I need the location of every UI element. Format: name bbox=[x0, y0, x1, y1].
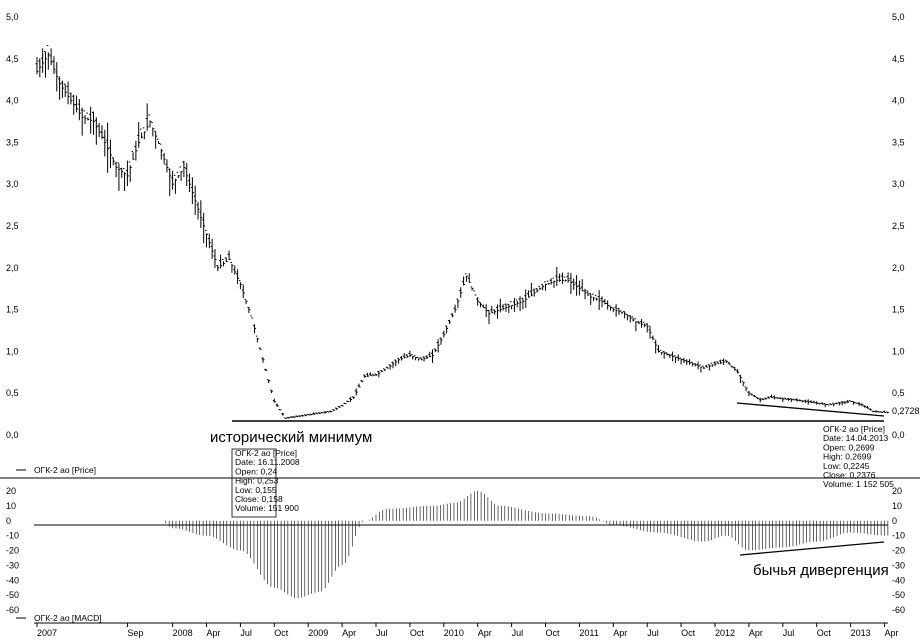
macd-tick-right: -60 bbox=[892, 605, 905, 615]
x-tick-label: 2007 bbox=[37, 628, 57, 638]
x-tick-label: Jul bbox=[647, 628, 659, 638]
price-tick-right: 3,5 bbox=[892, 137, 905, 147]
price-tick-left: 0,5 bbox=[6, 388, 19, 398]
x-tick-label: Jul bbox=[240, 628, 252, 638]
tooltip-right-line: Open: 0,2699 bbox=[823, 442, 875, 452]
macd-tick-left: -30 bbox=[6, 560, 19, 570]
price-tick-left: 4,0 bbox=[6, 96, 19, 106]
price-legend: ОГК-2 ао [Price] bbox=[34, 465, 96, 475]
x-tick-label: Apr bbox=[478, 628, 492, 638]
x-tick-label: Jul bbox=[376, 628, 388, 638]
macd-tick-left: -50 bbox=[6, 590, 19, 600]
macd-legend: ОГК-2 ао [MACD] bbox=[34, 613, 102, 623]
tooltip-right-line: High: 0,2699 bbox=[823, 452, 871, 462]
price-tick-right: 1,0 bbox=[892, 346, 905, 356]
tooltip-left-line: ОГК-2 ао [Price] bbox=[235, 448, 297, 458]
last-price-label: 0,2728 bbox=[892, 406, 920, 416]
macd-tick-right: 10 bbox=[892, 501, 902, 511]
x-tick-label: Oct bbox=[681, 628, 696, 638]
x-tick-label: Jul bbox=[512, 628, 524, 638]
tooltip-left-line: Low: 0,155 bbox=[235, 485, 277, 495]
x-tick-label: Apr bbox=[885, 628, 899, 638]
macd-divergence-trendline bbox=[739, 541, 885, 556]
macd-tick-right: -10 bbox=[892, 531, 905, 541]
macd-tick-left: 20 bbox=[6, 486, 16, 496]
price-tick-left: 2,0 bbox=[6, 263, 19, 273]
macd-axis-right: -60 -50 -40 -30 -20 -10 0 10 20 bbox=[892, 486, 905, 615]
x-tick-label: Apr bbox=[207, 628, 221, 638]
tooltip-left-line: High: 0,253 bbox=[235, 476, 279, 486]
tooltip-left-line: Open: 0,24 bbox=[235, 466, 277, 476]
x-tick-label: Oct bbox=[546, 628, 561, 638]
price-tick-left: 4,5 bbox=[6, 54, 19, 64]
macd-tick-right: -40 bbox=[892, 575, 905, 585]
macd-tick-left: -60 bbox=[6, 605, 19, 615]
x-tick-label: 2011 bbox=[579, 628, 598, 638]
price-tick-left: 2,5 bbox=[6, 221, 19, 231]
tooltip-right-line: Volume: 1 152 505 bbox=[823, 479, 894, 489]
macd-tick-right: 20 bbox=[892, 486, 902, 496]
annotation-historic-minimum: исторический минимум bbox=[210, 429, 372, 446]
macd-tick-right: -30 bbox=[892, 560, 905, 570]
tooltip-right-line: Close: 0,2376 bbox=[823, 470, 876, 480]
price-tick-left: 3,0 bbox=[6, 179, 19, 189]
x-tick-label: 2009 bbox=[308, 628, 328, 638]
macd-tick-left: -40 bbox=[6, 575, 19, 585]
x-tick-label: Apr bbox=[613, 628, 627, 638]
x-tick-label: Jul bbox=[783, 628, 795, 638]
price-tick-right: 4,0 bbox=[892, 96, 905, 106]
x-tick-label: 2013 bbox=[851, 628, 871, 638]
price-tick-right: 4,5 bbox=[892, 54, 905, 64]
price-tick-right: 0,0 bbox=[892, 430, 905, 440]
price-tick-right: 1,5 bbox=[892, 305, 905, 315]
price-tick-left: 3,5 bbox=[6, 137, 19, 147]
macd-tick-left: -20 bbox=[6, 546, 19, 556]
macd-tick-right: -50 bbox=[892, 590, 905, 600]
price-tick-right: 2,5 bbox=[892, 221, 905, 231]
tooltip-left-line: Volume: 151 900 bbox=[235, 503, 299, 513]
price-tick-right: 3,0 bbox=[892, 179, 905, 189]
price-support-trendline bbox=[736, 402, 885, 417]
price-axis-left: 0,0 0,5 1,0 1,5 2,0 2,5 3,0 3,5 4,0 4,5 5,0 bbox=[6, 12, 19, 440]
price-tick-right: 5,0 bbox=[892, 12, 905, 22]
price-tick-left: 0,0 bbox=[6, 430, 19, 440]
price-tick-left: 1,0 bbox=[6, 346, 19, 356]
x-tick-label: Oct bbox=[817, 628, 832, 638]
price-tick-left: 1,5 bbox=[6, 305, 19, 315]
price-tick-left: 5,0 bbox=[6, 12, 19, 22]
macd-tick-right: -20 bbox=[892, 546, 905, 556]
tooltip-left-line: Date: 16.11.2008 bbox=[235, 457, 300, 467]
macd-axis-left: -60 -50 -40 -30 -20 -10 0 10 20 bbox=[6, 486, 19, 615]
price-axis-right: 0,0 0,5 1,0 1,5 2,0 2,5 3,0 3,5 4,0 4,5 5,0 bbox=[892, 12, 905, 440]
x-tick-label: 2010 bbox=[444, 628, 464, 638]
macd-tick-left: -10 bbox=[6, 531, 19, 541]
tooltip-right-line: Date: 14.04.2013 bbox=[823, 433, 888, 443]
tooltip-right-line: Low: 0,2245 bbox=[823, 461, 870, 471]
annotation-bullish-divergence: бычья дивергенция bbox=[753, 562, 889, 579]
x-tick-label: Oct bbox=[274, 628, 289, 638]
tooltip-right-line: ОГК-2 ао [Price] bbox=[823, 424, 885, 434]
tooltip-left-line: Close: 0,158 bbox=[235, 494, 283, 504]
x-tick-label: 2008 bbox=[173, 628, 193, 638]
x-tick-label: Apr bbox=[749, 628, 763, 638]
macd-tick-left: 0 bbox=[6, 516, 11, 526]
price-tick-right: 2,0 bbox=[892, 263, 905, 273]
x-tick-label: 2012 bbox=[715, 628, 735, 638]
x-tick-label: Oct bbox=[410, 628, 425, 638]
x-axis: 2007 Sep 2008 Apr Jul Oct 2009 Apr Jul Oct 2010 Apr… bbox=[36, 623, 899, 638]
price-tick-right: 0,5 bbox=[892, 388, 905, 398]
macd-bars bbox=[165, 491, 889, 599]
price-bars bbox=[35, 45, 889, 419]
macd-tick-right: 0 bbox=[892, 516, 897, 526]
macd-tick-left: 10 bbox=[6, 501, 16, 511]
x-tick-label: Apr bbox=[342, 628, 356, 638]
x-tick-label: Sep bbox=[127, 628, 143, 638]
